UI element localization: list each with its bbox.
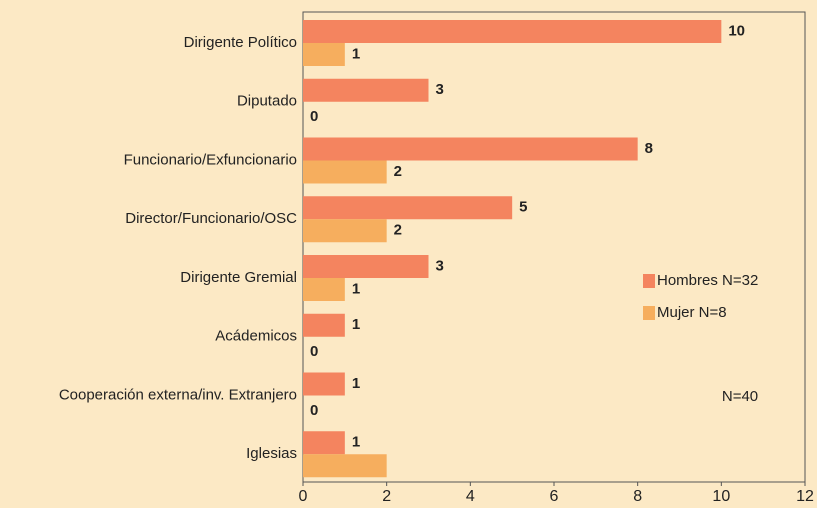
value-label: 2 xyxy=(394,222,402,239)
x-tick-label: 8 xyxy=(633,488,642,505)
legend-swatch xyxy=(643,274,655,288)
y-tick-label: Iglesias xyxy=(246,445,297,462)
bar xyxy=(303,160,387,184)
value-label: 1 xyxy=(352,316,360,333)
value-label: 3 xyxy=(436,81,444,98)
x-tick-label: 6 xyxy=(550,488,559,505)
bar xyxy=(303,219,387,243)
value-label: 10 xyxy=(728,22,745,39)
bar xyxy=(303,196,513,220)
x-tick-label: 4 xyxy=(466,488,475,505)
value-label: 1 xyxy=(352,45,360,62)
bar xyxy=(303,137,638,161)
value-label: 3 xyxy=(436,257,444,274)
y-tick-label: Dirigente Político xyxy=(184,34,297,51)
x-tick-label: 10 xyxy=(712,488,730,505)
value-label: 1 xyxy=(352,434,360,451)
legend-label: Hombres N=32 xyxy=(657,272,758,289)
y-tick-label: Director/Funcionario/OSC xyxy=(125,210,297,227)
value-label: 0 xyxy=(310,402,318,419)
bar xyxy=(303,372,345,396)
value-label: 1 xyxy=(352,375,360,392)
x-tick-label: 2 xyxy=(382,488,391,505)
bar xyxy=(303,454,387,478)
y-tick-label: Diputado xyxy=(237,93,297,110)
bar xyxy=(303,278,345,301)
annotation: N=40 xyxy=(722,388,758,405)
y-tick-label: Cooperación externa/inv. Extranjero xyxy=(59,386,297,403)
y-tick-label: Funcionario/Exfuncionario xyxy=(124,151,297,168)
x-tick-label: 12 xyxy=(796,488,814,505)
value-label: 0 xyxy=(310,108,318,125)
bar xyxy=(303,43,345,66)
y-tick-label: Dirigente Gremial xyxy=(180,269,297,286)
bar xyxy=(303,78,429,102)
value-label: 5 xyxy=(519,199,527,216)
value-label: 0 xyxy=(310,343,318,360)
bar xyxy=(303,20,722,43)
legend-swatch xyxy=(643,306,655,320)
value-label: 2 xyxy=(394,163,402,180)
legend-label: Mujer N=8 xyxy=(657,304,727,321)
y-tick-label: Acádemicos xyxy=(215,328,297,345)
bar xyxy=(303,255,429,278)
x-tick-label: 0 xyxy=(299,488,308,505)
value-label: 8 xyxy=(645,140,653,157)
bar xyxy=(303,313,345,337)
bar xyxy=(303,431,345,455)
value-label: 1 xyxy=(352,280,360,297)
